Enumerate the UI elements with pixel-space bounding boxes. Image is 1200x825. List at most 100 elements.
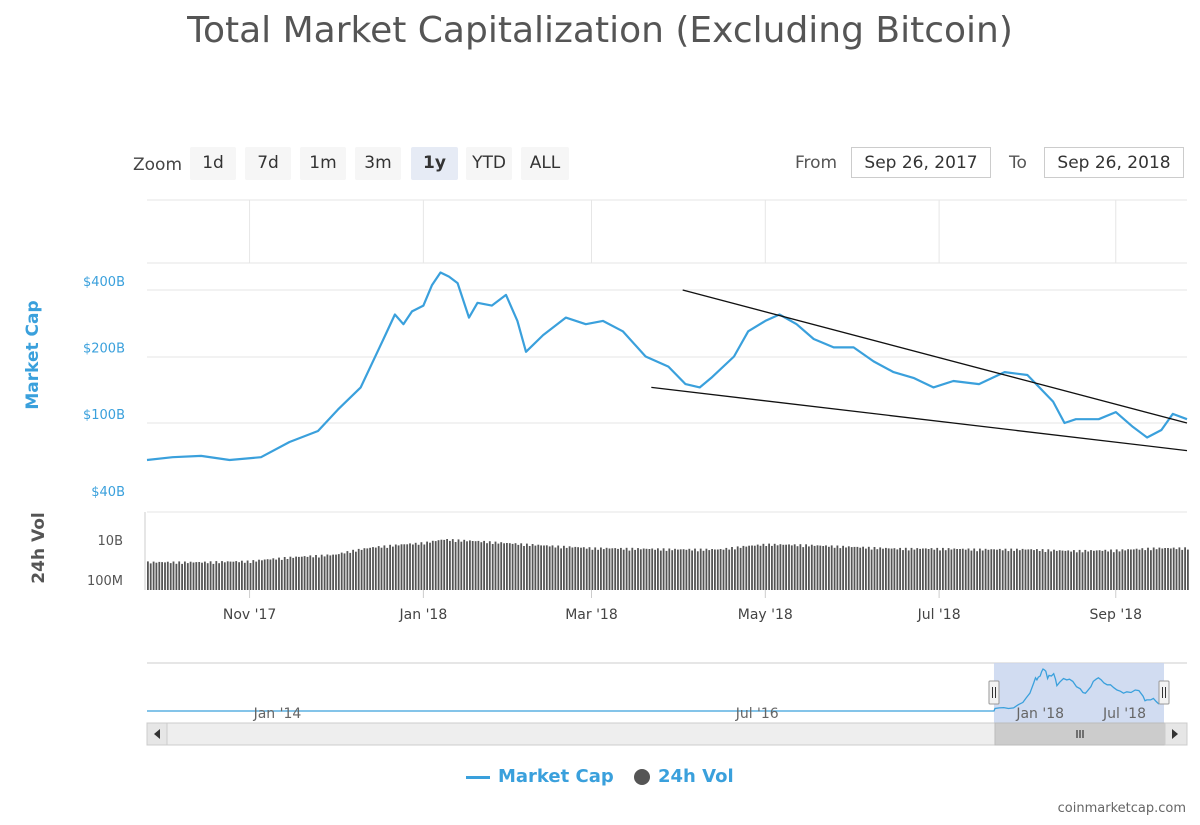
navigator-selection[interactable] [993, 663, 1164, 723]
volume-bar [1172, 547, 1175, 590]
zoom-1m-button[interactable]: 1m [300, 147, 346, 180]
volume-bar [753, 545, 756, 590]
volume-bar [161, 562, 163, 590]
volume-bar [1178, 547, 1181, 590]
volume-bar [298, 556, 300, 590]
legend-market-cap[interactable]: Market Cap [466, 766, 614, 787]
zoom-ytd-button[interactable]: YTD [466, 147, 512, 180]
volume-bar [836, 545, 839, 590]
volume-bar [842, 545, 844, 590]
volume-bar [457, 539, 460, 590]
volume-bar [166, 561, 169, 590]
volume-bar [218, 563, 220, 590]
volume-bar [688, 548, 691, 590]
volume-bar [711, 549, 713, 590]
zoom-3m-button[interactable]: 3m [355, 147, 401, 180]
volume-bar [654, 549, 656, 590]
trendline [682, 289, 1188, 424]
volume-bar [232, 561, 235, 590]
volume-bar [790, 545, 793, 590]
volume-bar [731, 547, 733, 590]
volume-bar [466, 541, 468, 590]
volume-bar [1135, 548, 1138, 590]
zoom-7d-button[interactable]: 7d [245, 147, 291, 180]
volume-bar [406, 544, 409, 590]
volume-bar [591, 549, 594, 590]
market-cap-tick-label: $200B [83, 342, 125, 357]
volume-bar [329, 555, 332, 590]
range-to-input[interactable] [1044, 147, 1184, 178]
volume-bar [229, 561, 232, 590]
volume-bar [867, 546, 870, 590]
volume-bar [850, 547, 853, 590]
trendlines [651, 289, 1188, 452]
volume-bar [708, 550, 711, 590]
volume-bar [785, 544, 787, 590]
scrollbar[interactable] [146, 722, 1188, 746]
zoom-all-button[interactable]: ALL [521, 147, 569, 180]
volume-bar [380, 547, 383, 590]
volume-bar [625, 547, 628, 590]
volume-bar [810, 544, 813, 590]
volume-bar [431, 540, 434, 590]
volume-bar [751, 545, 753, 590]
volume-bar [574, 546, 577, 590]
volume-bar [266, 559, 269, 590]
volume-bar [671, 550, 674, 590]
legend-24h-vol[interactable]: 24h Vol [634, 766, 734, 787]
volume-bar [808, 546, 810, 590]
volume-bar [246, 560, 249, 590]
volume-bar [1064, 550, 1067, 590]
zoom-1d-button[interactable]: 1d [190, 147, 236, 180]
volume-bar [691, 550, 693, 590]
volume-bar [1169, 548, 1172, 590]
zoom-1y-button[interactable]: 1y [411, 147, 458, 180]
volume-bar [258, 559, 260, 590]
range-from-label: From [795, 153, 838, 173]
volume-bar [1147, 547, 1149, 590]
volume-bar [517, 544, 520, 590]
volume-bar [429, 542, 431, 590]
volume-bar [839, 548, 842, 590]
volume-bar [853, 546, 856, 590]
navigator-tick-label: Jul '16 [735, 706, 779, 722]
volume-bar [172, 561, 175, 590]
volume-bar [275, 559, 277, 590]
volume-bar [1027, 549, 1030, 590]
volume-bar [420, 542, 423, 590]
volume-bar [494, 541, 497, 590]
volume-bar [394, 544, 397, 590]
volume-bar [1081, 552, 1084, 590]
volume-bar [904, 547, 907, 590]
volume-bar [560, 548, 562, 590]
volume-bar [947, 548, 950, 590]
arrow-left-icon [154, 729, 160, 739]
range-from-input[interactable] [851, 147, 991, 178]
volume-bar [922, 548, 924, 590]
volume-bar [1110, 549, 1112, 590]
volume-bar [1155, 549, 1158, 590]
navigator-handle-left[interactable] [988, 680, 1000, 705]
volume-bar [1184, 547, 1186, 590]
navigator-handle-right[interactable] [1158, 680, 1170, 705]
volume-bar [283, 557, 286, 590]
volume-bar [346, 551, 349, 590]
navigator[interactable]: Jan '14 Jul '16 Jan '18 Jul '18 [147, 662, 1187, 723]
volume-bar [956, 549, 958, 590]
volume-bar [657, 548, 659, 590]
volume-bar [662, 548, 665, 590]
volume-bar [819, 545, 822, 590]
volume-bar [944, 550, 947, 590]
volume-bar [332, 554, 334, 590]
volume-bar [1115, 549, 1118, 590]
volume-bar [537, 544, 540, 590]
volume-bar [226, 561, 229, 590]
volume-bar [261, 560, 263, 590]
navigator-tick-label: Jan '14 [253, 706, 302, 722]
volume-bar [349, 552, 352, 590]
volume-bar [705, 548, 708, 590]
volume-bar [223, 562, 226, 590]
volume-bar [201, 562, 203, 590]
x-tick-label: Jan '18 [399, 607, 448, 623]
volume-bar [269, 559, 272, 590]
